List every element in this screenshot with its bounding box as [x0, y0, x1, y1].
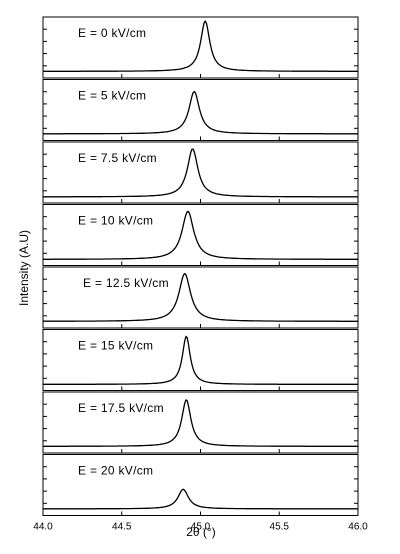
- panel-label: E = 5 kV/cm: [78, 89, 146, 103]
- peak-line: [43, 335, 358, 385]
- peak-line: [43, 148, 358, 198]
- panel-label: E = 15 kV/cm: [78, 339, 153, 353]
- peak-line: [43, 90, 358, 135]
- panel-label: E = 17.5 kV/cm: [78, 401, 164, 415]
- x-tick-label: 46.0: [348, 522, 368, 533]
- panel-5: E = 12.5 kV/cm: [42, 266, 359, 329]
- x-tick-label: 45.5: [270, 522, 290, 533]
- panel-label: E = 20 kV/cm: [78, 464, 153, 478]
- panel-label: E = 0 kV/cm: [78, 26, 146, 40]
- x-tick-label: 44.5: [112, 522, 132, 533]
- x-axis: 44.0 44.5 45.0 45.5 46.0: [33, 522, 368, 533]
- peak-line: [43, 272, 358, 322]
- panels-group: E = 0 kV/cm E = 5 kV/cm E = 7.5 kV/cm E = 1…: [42, 16, 359, 516]
- panel-6: E = 15 kV/cm: [42, 329, 359, 391]
- panel-label: E = 10 kV/cm: [78, 214, 153, 228]
- x-tick-label: 44.0: [33, 522, 53, 533]
- x-tick-label: 45.0: [191, 522, 211, 533]
- panel-8: E = 20 kV/cm: [42, 454, 359, 516]
- panel-7: E = 17.5 kV/cm: [42, 391, 359, 454]
- panel-4: E = 10 kV/cm: [42, 204, 359, 266]
- panel-label: E = 12.5 kV/cm: [83, 276, 169, 290]
- panel-2: E = 5 kV/cm: [42, 79, 359, 141]
- panel-1: E = 0 kV/cm: [42, 16, 359, 79]
- peak-line: [43, 210, 358, 260]
- peak-line: [43, 488, 358, 510]
- panel-label: E = 7.5 kV/cm: [78, 151, 157, 165]
- peak-line: [43, 20, 358, 72]
- panel-3: E = 7.5 kV/cm: [42, 141, 359, 204]
- y-axis-label: Intensity (A.U): [17, 230, 31, 306]
- x-axis-label: 2θ (°): [186, 525, 215, 539]
- peak-line: [43, 399, 358, 447]
